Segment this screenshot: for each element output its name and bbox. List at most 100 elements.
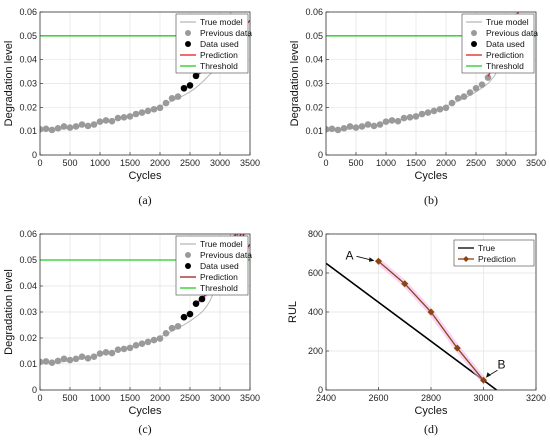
y-tick-label: 400 (308, 307, 323, 317)
previous-data-point (156, 335, 164, 342)
legend-marker (471, 41, 477, 47)
previous-data-point (84, 354, 92, 362)
previous-data-point (436, 105, 444, 113)
legend-marker (185, 41, 191, 47)
previous-data-point (72, 355, 80, 363)
prediction-point (401, 280, 409, 288)
y-tick-label: 0.01 (19, 126, 37, 136)
y-tick-label: 0.06 (19, 7, 37, 17)
y-tick-label: 0 (318, 385, 323, 395)
previous-data-point (442, 104, 450, 112)
y-tick-label: 0.04 (19, 281, 37, 291)
data-used-point (180, 84, 188, 92)
legend-label: Prediction (200, 50, 238, 60)
previous-data-point (150, 336, 158, 344)
previous-data-point (144, 338, 152, 346)
x-tick-label: 2800 (421, 393, 441, 403)
previous-data-point (334, 126, 342, 134)
previous-data-point (138, 340, 146, 348)
legend-label: Data used (200, 39, 239, 49)
legend-label: True model (486, 17, 529, 27)
previous-data-point (352, 124, 360, 131)
legend-label: Data used (486, 39, 525, 49)
x-tick-label: 3000 (496, 158, 516, 168)
panel-label: (a) (138, 193, 151, 207)
previous-data-point (406, 114, 414, 121)
previous-data-point (120, 114, 128, 121)
y-tick-label: 800 (308, 229, 323, 239)
previous-data-point (42, 358, 50, 365)
previous-data-point (42, 125, 50, 133)
x-tick-label: 2500 (180, 158, 200, 168)
x-tick-label: 1500 (120, 158, 140, 168)
prediction-point (427, 308, 435, 316)
previous-data-point (168, 324, 176, 332)
y-tick-label: 0.04 (305, 55, 323, 65)
x-tick-label: 2400 (316, 393, 336, 403)
legend-marker (185, 252, 191, 258)
y-tick-label: 0.06 (305, 7, 323, 17)
y-tick-label: 0.02 (19, 102, 37, 112)
y-tick-label: 0.03 (305, 79, 323, 89)
previous-data-point (120, 345, 128, 353)
y-tick-label: 0.02 (19, 333, 37, 343)
previous-data-point (328, 125, 336, 133)
legend-label: Threshold (200, 61, 238, 71)
previous-data-point (472, 84, 480, 92)
data-used-point (186, 310, 194, 318)
y-tick-label: 0.05 (19, 31, 37, 41)
legend-label: Previous data (200, 250, 252, 260)
prediction-point (453, 344, 461, 352)
data-used-point (192, 300, 200, 307)
previous-data-point (66, 356, 74, 364)
previous-data-point (382, 118, 390, 125)
previous-data-point (84, 122, 92, 130)
x-tick-label: 3000 (210, 393, 230, 403)
x-tick-label: 1000 (90, 158, 110, 168)
previous-data-point (484, 74, 492, 81)
previous-data-point (96, 350, 104, 357)
annotation-a-arrowhead (369, 257, 375, 262)
previous-data-point (376, 121, 384, 128)
previous-data-point (346, 123, 354, 130)
y-tick-label: 0 (32, 385, 37, 395)
previous-data-point (40, 125, 44, 133)
x-axis-label: Cycles (128, 405, 162, 417)
x-tick-label: 0 (37, 158, 42, 168)
previous-data-point (138, 109, 146, 116)
panel-a: 0 500 1000 1500 2000 2500 3000 3500 0 0.01 0.02 0.0… (3, 7, 260, 207)
prediction-point (480, 376, 487, 384)
previous-data-point (96, 118, 104, 125)
previous-data-point (162, 99, 170, 107)
previous-data-point (174, 323, 182, 330)
data-used-point (186, 82, 194, 89)
true-rul-line (326, 262, 498, 390)
panel-label: (c) (138, 422, 151, 436)
previous-data-point (126, 113, 134, 120)
previous-data-point (168, 94, 176, 102)
legend-box (453, 239, 535, 267)
annotation-b: B (498, 357, 506, 371)
previous-data-point (60, 123, 68, 130)
previous-data-point (418, 110, 426, 118)
legend-label: True (478, 243, 495, 253)
axes-box (325, 233, 537, 391)
data-used-point (180, 313, 188, 321)
legend-label: True model (200, 17, 243, 27)
previous-data-point (132, 110, 140, 118)
x-tick-label: 2600 (368, 393, 388, 403)
x-tick-label: 3000 (473, 393, 493, 403)
previous-data-point (478, 81, 486, 88)
x-tick-label: 2000 (150, 158, 170, 168)
previous-data-point (48, 359, 56, 367)
previous-data-point (424, 109, 432, 116)
panel-label: (b) (424, 193, 438, 207)
x-tick-label: 2000 (150, 393, 170, 403)
x-tick-label: 0 (323, 158, 328, 168)
previous-data-point (466, 89, 474, 96)
legend-marker (185, 30, 191, 36)
previous-data-point (394, 117, 402, 125)
previous-data-point (90, 121, 98, 128)
y-axis-label: Degradation level (3, 41, 15, 127)
